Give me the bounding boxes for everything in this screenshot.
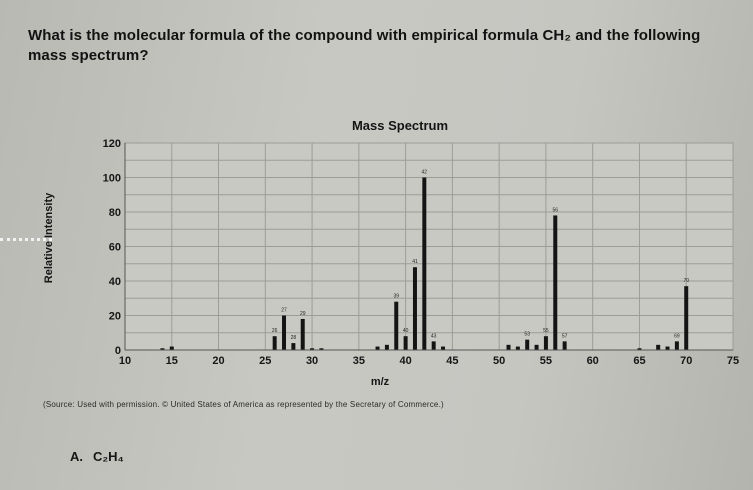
question-text: What is the molecular formula of the com… xyxy=(28,27,701,64)
x-tick-label: 55 xyxy=(540,355,552,367)
x-tick-label: 25 xyxy=(259,355,271,367)
peak-bar xyxy=(525,339,530,350)
peak-label: 57 xyxy=(562,333,568,339)
answer-letter: A. xyxy=(70,449,83,464)
peak-bar xyxy=(506,344,511,350)
x-tick-label: 45 xyxy=(446,355,458,367)
peak-bar xyxy=(291,343,296,350)
x-tick-label: 35 xyxy=(353,355,365,367)
peak-bar xyxy=(684,286,689,350)
x-tick-label: 10 xyxy=(119,355,131,367)
peak-label: 27 xyxy=(281,308,287,314)
y-tick-label: 40 xyxy=(109,276,121,288)
peak-bar xyxy=(319,348,324,350)
x-tick-label: 20 xyxy=(212,355,224,367)
peak-label: 39 xyxy=(393,294,399,300)
y-tick-label: 0 xyxy=(115,345,121,357)
x-tick-label: 50 xyxy=(493,355,505,367)
peak-label: 56 xyxy=(552,207,558,213)
peak-bar xyxy=(384,344,389,350)
peak-bar xyxy=(637,348,642,350)
peak-label: 70 xyxy=(683,278,689,284)
peak-bar xyxy=(562,341,567,350)
peak-label: 55 xyxy=(543,328,549,334)
source-note: (Source: Used with permission. © United … xyxy=(43,400,444,409)
peak-label: 42 xyxy=(422,170,428,176)
x-axis-label: m/z xyxy=(370,376,390,388)
peak-bar xyxy=(422,177,427,350)
x-tick-label: 75 xyxy=(727,355,739,367)
peak-label: 28 xyxy=(291,335,297,341)
y-tick-label: 60 xyxy=(109,242,121,254)
peak-bar xyxy=(160,348,165,350)
peak-bar xyxy=(553,215,558,350)
peak-bar xyxy=(300,318,305,350)
peak-label: 43 xyxy=(431,333,437,339)
peak-bar xyxy=(656,344,661,350)
peak-bar xyxy=(412,267,417,350)
peak-bar xyxy=(403,336,408,350)
peak-label: 26 xyxy=(272,328,278,334)
peak-bar xyxy=(515,346,520,350)
chart-title: Mass Spectrum xyxy=(351,118,449,133)
peak-bar xyxy=(375,346,380,350)
answer-option-a[interactable]: A. C₂H₄ xyxy=(70,449,134,464)
peak-bar xyxy=(674,341,679,350)
y-tick-label: 80 xyxy=(109,207,121,219)
peak-bar xyxy=(272,336,277,350)
x-tick-label: 70 xyxy=(680,355,692,367)
x-tick-label: 30 xyxy=(306,355,318,367)
x-tick-label: 65 xyxy=(633,355,645,367)
peak-label: 41 xyxy=(412,259,418,265)
peak-bar xyxy=(169,346,174,350)
peak-bar xyxy=(543,336,548,350)
peak-bar xyxy=(394,301,399,350)
peak-label: 53 xyxy=(524,332,530,338)
y-tick-label: 100 xyxy=(103,173,121,185)
peak-label: 69 xyxy=(674,333,680,339)
answer-formula: C₂H₄ xyxy=(93,449,124,464)
peak-label: 29 xyxy=(300,311,306,317)
dotted-marker xyxy=(0,238,52,245)
peak-bar xyxy=(534,344,539,350)
x-tick-label: 15 xyxy=(166,355,178,367)
peak-bar xyxy=(431,341,436,350)
y-tick-label: 120 xyxy=(103,138,121,150)
peak-bar xyxy=(665,346,670,350)
x-tick-label: 60 xyxy=(587,355,599,367)
x-tick-label: 40 xyxy=(399,355,411,367)
peak-bar xyxy=(310,348,315,350)
peak-bar xyxy=(282,315,287,350)
y-tick-label: 20 xyxy=(109,311,121,323)
peak-label: 40 xyxy=(403,328,409,334)
peak-bar xyxy=(441,346,446,350)
